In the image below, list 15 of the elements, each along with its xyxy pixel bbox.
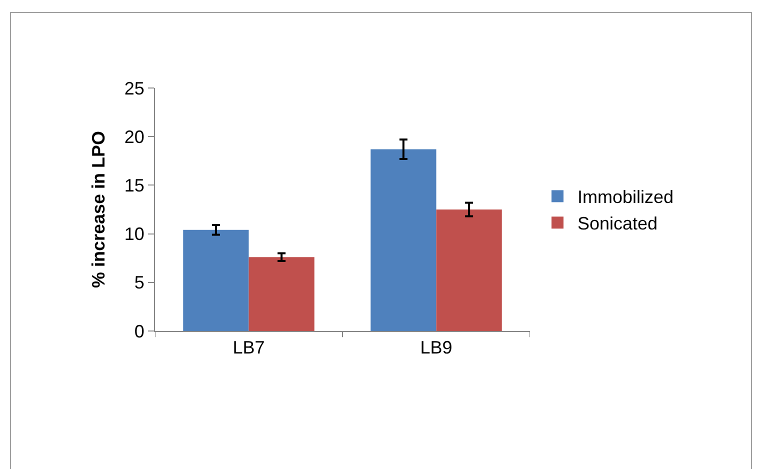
legend-label: Immobilized: [578, 187, 674, 208]
legend-label: Sonicated: [578, 214, 658, 234]
y-tick-label: 15: [124, 176, 144, 196]
y-tick-label: 0: [134, 321, 144, 342]
y-tick-label: 5: [134, 272, 144, 293]
x-tick-label: LB9: [420, 338, 452, 358]
bar: [370, 149, 436, 331]
y-tick-label: 25: [124, 78, 144, 98]
y-axis-title: % increase in LPO: [88, 130, 109, 288]
bar: [248, 257, 314, 331]
y-tick-label: 10: [124, 224, 144, 244]
y-tick-label: 20: [124, 126, 144, 147]
bar: [183, 230, 249, 331]
bar: [436, 210, 502, 331]
x-tick-label: LB7: [232, 338, 265, 358]
